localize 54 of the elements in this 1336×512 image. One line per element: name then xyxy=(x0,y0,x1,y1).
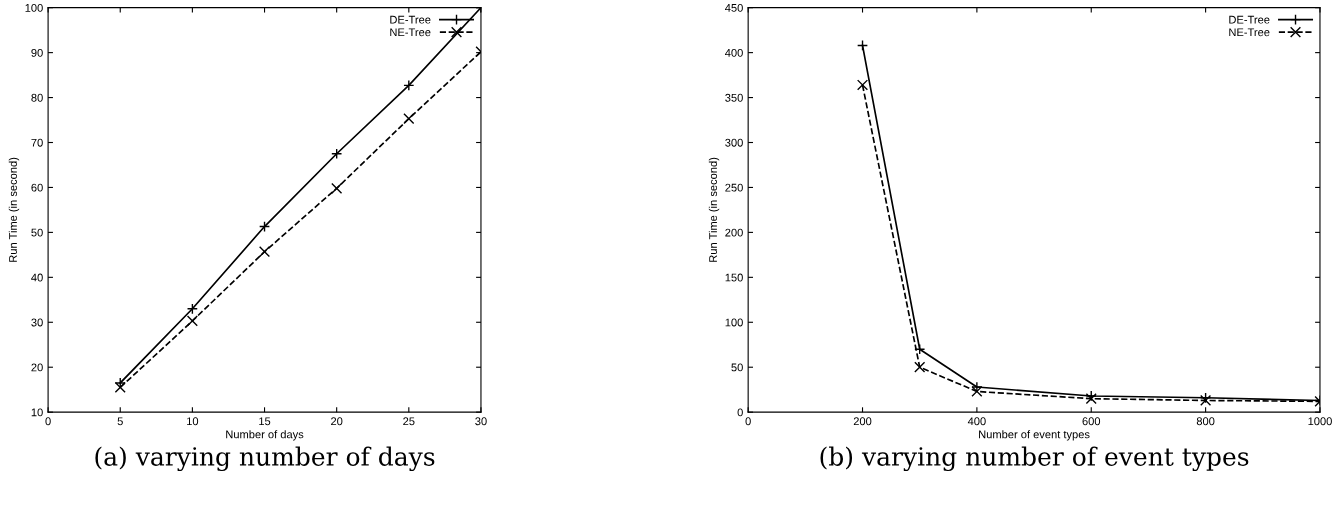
point xyxy=(331,182,343,194)
point xyxy=(856,39,869,51)
y-tick-label: 250 xyxy=(725,183,743,192)
text: (a) varying number of days xyxy=(95,446,435,472)
y-tick-label: 80 xyxy=(31,93,43,102)
point xyxy=(258,246,271,258)
x-axis-title: Number of event types xyxy=(979,430,1090,441)
y-tick-label: 90 xyxy=(31,48,43,57)
point xyxy=(114,381,126,393)
x-tick-label: 25 xyxy=(403,417,415,426)
x-tick-label: 200 xyxy=(853,417,872,426)
x-tick-label: 0 xyxy=(745,417,751,426)
y-tick-label: 70 xyxy=(31,138,43,147)
point xyxy=(258,220,271,233)
y-tick-label: 100 xyxy=(25,3,43,12)
y-tick-label: 400 xyxy=(725,48,743,57)
point xyxy=(914,361,926,373)
y-tick-label: 100 xyxy=(725,318,743,327)
x-tick-label: 15 xyxy=(259,417,271,426)
y-tick-label: 300 xyxy=(725,138,743,147)
y-tick-label: 350 xyxy=(725,93,743,102)
legend-label: NE-Tree xyxy=(1229,28,1270,37)
y-axis-title: Run Time (in second) xyxy=(708,157,720,262)
x-tick-label: 800 xyxy=(1196,417,1215,426)
y-tick-label: 450 xyxy=(725,3,743,12)
y-tick-label: 30 xyxy=(31,318,43,327)
x-tick-label: 10 xyxy=(187,417,199,426)
legend-label: DE-Tree xyxy=(1229,15,1270,24)
point xyxy=(186,303,198,315)
legend-label: DE-Tree xyxy=(390,15,431,24)
y-tick-label: 50 xyxy=(731,363,743,372)
y-tick-label: 40 xyxy=(31,273,43,282)
y-tick-label: 10 xyxy=(31,408,43,417)
y-tick-label: 150 xyxy=(725,273,743,282)
legend-label: NE-Tree xyxy=(390,28,431,37)
point xyxy=(186,315,198,327)
text: (b) varying number of event types xyxy=(820,446,1249,472)
point xyxy=(403,113,415,125)
point xyxy=(856,79,869,91)
x-tick-label: 400 xyxy=(967,417,986,426)
x-tick-label: 600 xyxy=(1082,417,1101,426)
x-tick-label: 30 xyxy=(475,417,487,426)
x-tick-label: 1000 xyxy=(1308,417,1332,426)
point xyxy=(971,385,983,398)
y-tick-label: 200 xyxy=(725,228,743,237)
x-axis-title: Number of days xyxy=(226,430,304,441)
x-tick-label: 20 xyxy=(331,417,343,426)
y-axis-title: Run Time (in second) xyxy=(8,157,20,262)
y-tick-label: 60 xyxy=(31,183,43,192)
x-tick-label: 5 xyxy=(117,417,123,426)
y-tick-label: 50 xyxy=(31,228,43,237)
y-tick-label: 0 xyxy=(737,408,743,417)
y-tick-label: 20 xyxy=(31,363,43,372)
x-tick-label: 0 xyxy=(45,417,51,426)
